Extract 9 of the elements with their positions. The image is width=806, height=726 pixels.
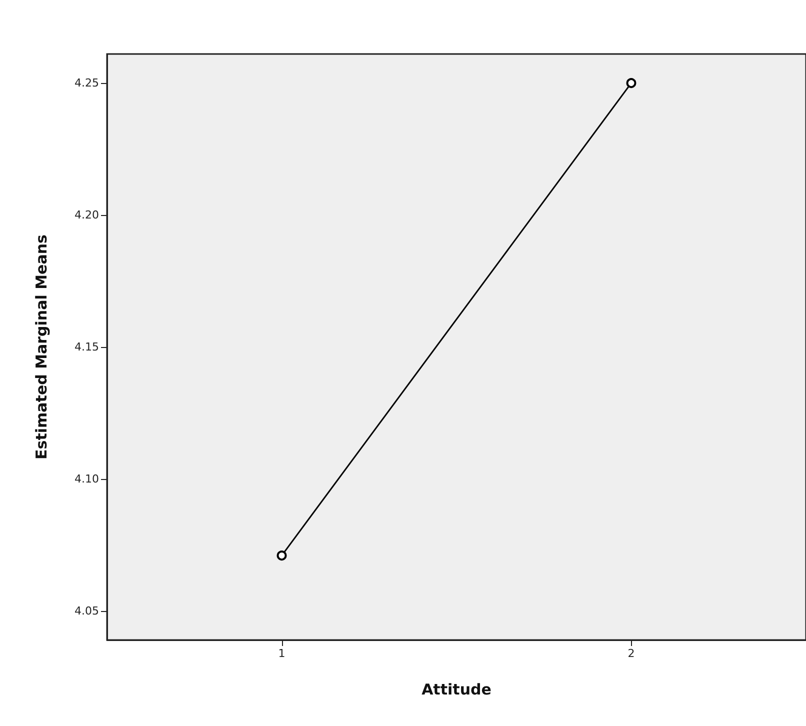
x-axis-title: Attitude: [422, 680, 492, 698]
y-tick-label: 4.05: [74, 604, 99, 618]
y-tick-label: 4.20: [74, 208, 99, 222]
y-tick-label: 4.10: [74, 472, 99, 486]
y-tick-label: 4.25: [74, 76, 99, 90]
x-tick-label: 1: [278, 647, 286, 660]
y-tick-label: 4.15: [74, 340, 99, 354]
y-axis-title: Estimated Marginal Means: [32, 234, 50, 460]
x-tick-label: 2: [628, 647, 635, 660]
